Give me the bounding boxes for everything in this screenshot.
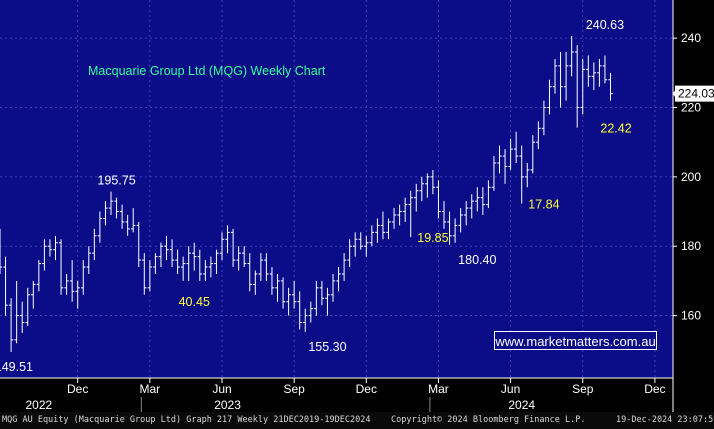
y-tick-label: 200	[681, 170, 701, 184]
price-annotation: 149.51	[0, 360, 33, 374]
month-label: Dec	[644, 382, 665, 396]
month-label: Mar	[428, 382, 449, 396]
year-label: 2023	[214, 398, 241, 412]
month-label: Sep	[572, 382, 594, 396]
annotations: 149.51 195.75 40.45 155.30 19.85 180.40 17.84 2…	[0, 18, 632, 374]
price-annotation: 22.42	[600, 122, 631, 136]
y-tick-label: 160	[681, 309, 701, 323]
price-annotation: 19.85	[417, 231, 448, 245]
y-tick-label: 240	[681, 31, 701, 45]
price-chart: 149.51 195.75 40.45 155.30 19.85 180.40 17.84 2…	[0, 0, 714, 412]
month-label: Sep	[283, 382, 305, 396]
price-bars	[0, 35, 613, 352]
price-annotation: 155.30	[308, 340, 346, 354]
last-price-pointer	[673, 88, 676, 99]
price-annotation: 40.45	[179, 295, 210, 309]
month-label: Jun	[501, 382, 520, 396]
year-label: 2022	[25, 398, 52, 412]
month-label: Dec	[67, 382, 88, 396]
last-price-box	[675, 85, 714, 102]
year-label: 2024	[508, 398, 535, 412]
footer-timestamp: 19-Dec-2024 23:07:59	[616, 415, 714, 425]
price-annotation: 180.40	[458, 253, 496, 267]
footer-copyright: Copyright© 2024 Bloomberg Finance L.P.	[391, 415, 586, 425]
price-annotation: 240.63	[586, 18, 624, 32]
website-link[interactable]: www.marketmatters.com.au	[494, 331, 657, 350]
last-price-label: 224.03	[678, 87, 714, 101]
bottom-axis-background	[0, 378, 673, 412]
y-tick-label: 180	[681, 239, 701, 253]
month-label: Dec	[356, 382, 377, 396]
axes: 160 180 200 220 240 Dec Mar Jun Sep Dec Mar Jun Sep D…	[0, 0, 714, 412]
footer-bar: MQG AU Equity (Macquarie Group Ltd) Grap…	[0, 412, 714, 429]
month-label: Mar	[140, 382, 161, 396]
axis-background	[673, 0, 714, 412]
price-annotation: 17.84	[528, 198, 559, 212]
month-label: Jun	[212, 382, 231, 396]
grid-lines	[0, 0, 673, 378]
chart-title: Macquarie Group Ltd (MQG) Weekly Chart	[88, 64, 326, 78]
y-tick-label: 220	[681, 101, 701, 115]
price-annotation: 195.75	[97, 174, 135, 188]
footer-description: MQG AU Equity (Macquarie Group Ltd) Grap…	[2, 415, 371, 425]
